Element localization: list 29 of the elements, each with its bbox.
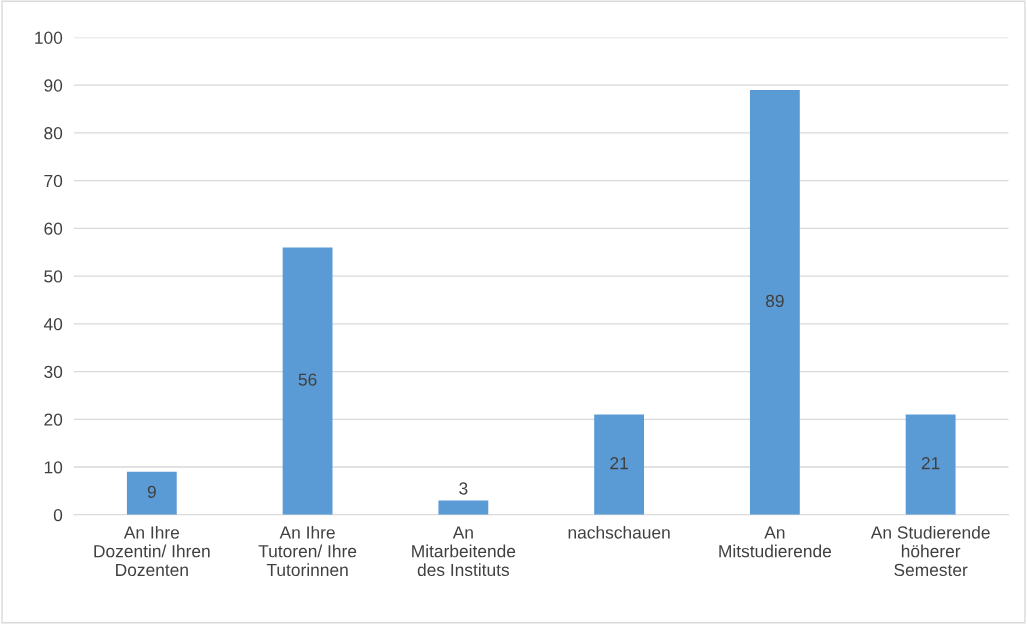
x-tick-label: nachschauen bbox=[568, 525, 670, 539]
y-tick-label: 50 bbox=[44, 270, 63, 283]
x-tick-label: An Mitstudierende bbox=[719, 526, 832, 558]
data-label: 89 bbox=[765, 294, 784, 308]
y-tick-label: 80 bbox=[44, 127, 63, 140]
y-tick-label: 70 bbox=[44, 174, 63, 188]
bar bbox=[126, 471, 177, 515]
bar bbox=[594, 414, 645, 515]
y-tick-label: 0 bbox=[53, 508, 63, 522]
y-tick-label: 60 bbox=[44, 222, 63, 235]
data-label: 21 bbox=[921, 457, 940, 470]
x-tick-label: An Mitarbeitende des Instituts bbox=[412, 526, 516, 577]
y-tick-label: 40 bbox=[43, 318, 63, 331]
x-tick-label: An Ihre Dozentin/ Ihren Dozenten bbox=[94, 525, 210, 577]
data-label: 56 bbox=[298, 373, 317, 386]
y-tick-label: 100 bbox=[35, 31, 63, 44]
data-label: 21 bbox=[610, 457, 628, 470]
x-tick-label: An Ihre Tutoren/ Ihre Tutorinnen bbox=[258, 525, 357, 577]
data-label: 9 bbox=[147, 485, 156, 498]
y-tick-label: 30 bbox=[44, 365, 63, 379]
x-tick-label: An Studierende höherer Semester bbox=[870, 525, 990, 577]
y-tick-label: 90 bbox=[44, 79, 63, 92]
data-label: 3 bbox=[459, 482, 468, 495]
bar bbox=[905, 414, 956, 515]
y-tick-label: 20 bbox=[44, 413, 63, 426]
bar bbox=[282, 247, 333, 515]
bar bbox=[438, 500, 489, 515]
y-tick-label: 10 bbox=[44, 461, 63, 474]
bar bbox=[749, 89, 800, 515]
